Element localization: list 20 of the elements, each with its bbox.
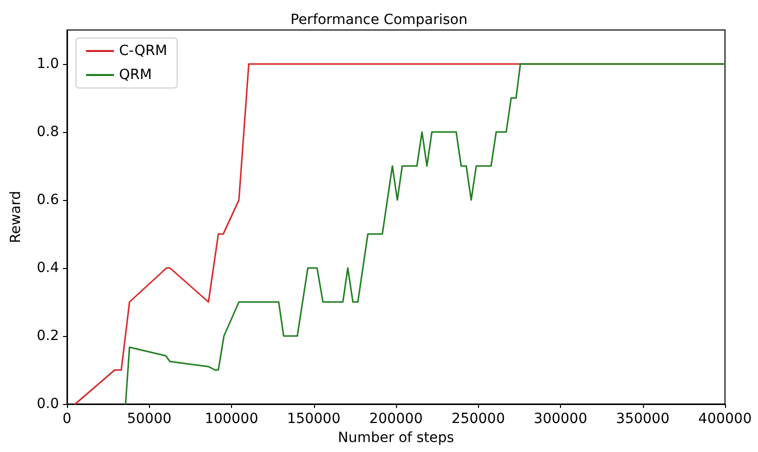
x-axis-title: Number of steps: [338, 430, 454, 446]
y-axis-title: Reward: [8, 190, 24, 244]
y-tick-label: 0.6: [36, 192, 60, 208]
x-tick-label: 250000: [452, 411, 505, 427]
legend-label: C-QRM: [119, 43, 168, 59]
y-tick-label: 0.8: [36, 124, 59, 140]
x-tick-label: 50000: [126, 411, 172, 427]
y-tick-label: 0.4: [36, 260, 60, 276]
x-tick-label: 0: [62, 411, 72, 427]
x-tick-label: 150000: [287, 411, 340, 427]
x-tick-label: 200000: [369, 411, 423, 427]
y-tick-label: 1.0: [36, 56, 59, 72]
y-tick-label: 0.0: [36, 396, 59, 412]
y-tick-label: 0.2: [36, 328, 59, 344]
x-tick-label: 350000: [616, 411, 670, 427]
chart-title: Performance Comparison: [290, 12, 468, 28]
legend-label: QRM: [119, 67, 152, 83]
x-tick-label: 300000: [534, 411, 588, 427]
x-tick-label: 400000: [698, 411, 752, 427]
x-tick-label: 100000: [204, 411, 258, 427]
